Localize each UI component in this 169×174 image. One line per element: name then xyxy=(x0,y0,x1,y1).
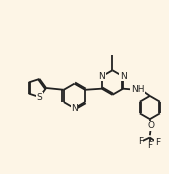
Text: F: F xyxy=(147,141,152,150)
Text: F: F xyxy=(155,138,160,147)
Text: N: N xyxy=(120,72,126,81)
Text: S: S xyxy=(37,93,42,102)
Text: F: F xyxy=(138,137,143,147)
Text: NH: NH xyxy=(131,85,144,93)
Text: N: N xyxy=(98,72,105,81)
Text: N: N xyxy=(71,104,78,113)
Text: O: O xyxy=(147,121,154,130)
